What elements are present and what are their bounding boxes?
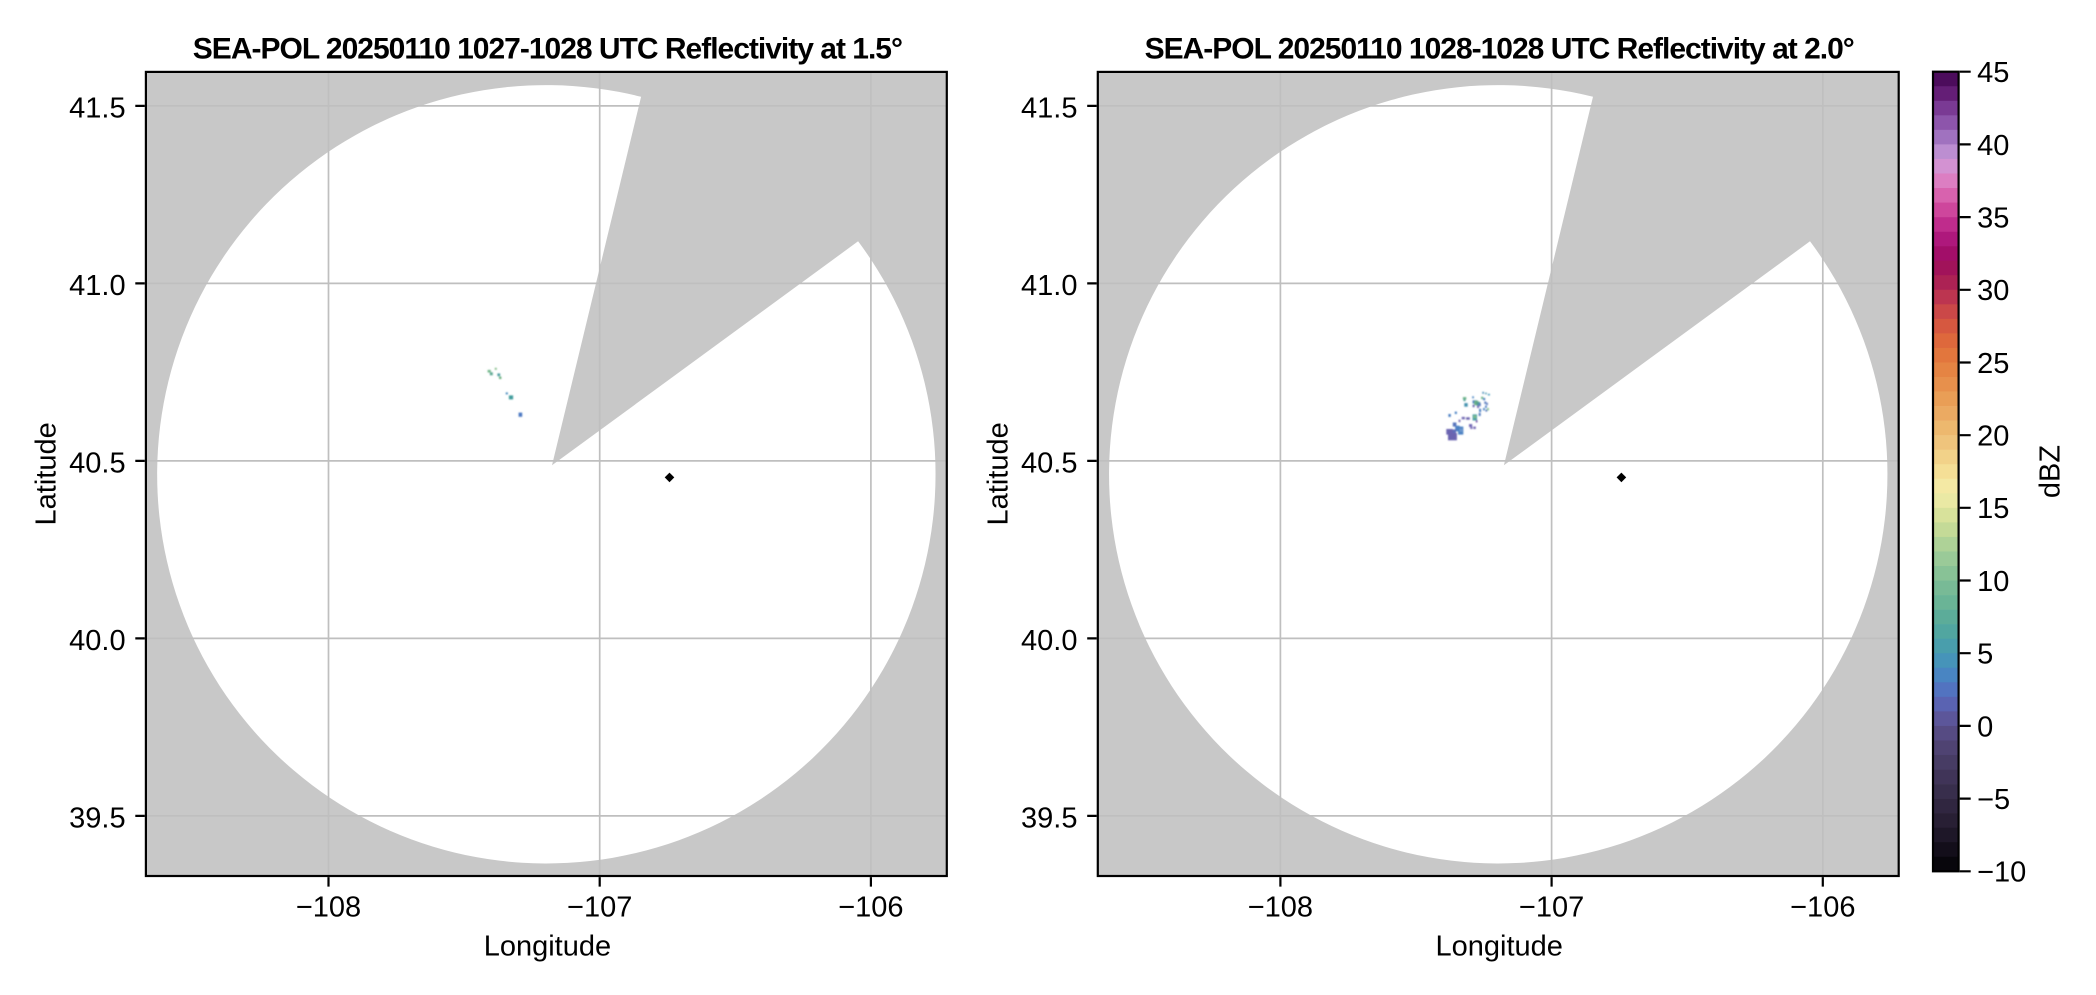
svg-text:−107: −107 [567, 891, 632, 923]
svg-text:41.5: 41.5 [1021, 92, 1077, 124]
svg-text:0: 0 [1977, 711, 1993, 743]
svg-text:Longitude: Longitude [484, 930, 611, 962]
svg-text:41.0: 41.0 [69, 270, 125, 302]
svg-text:41.5: 41.5 [69, 92, 125, 124]
svg-text:−10: −10 [1977, 857, 2026, 889]
svg-text:−108: −108 [296, 891, 361, 923]
svg-text:Latitude: Latitude [31, 422, 63, 525]
svg-text:15: 15 [1977, 493, 2009, 525]
svg-text:40.0: 40.0 [1021, 625, 1077, 657]
svg-text:45: 45 [1977, 57, 2009, 89]
svg-text:40: 40 [1977, 130, 2009, 162]
svg-text:Latitude: Latitude [983, 422, 1015, 525]
svg-text:30: 30 [1977, 275, 2009, 307]
svg-text:dBZ: dBZ [2034, 445, 2066, 498]
svg-text:−5: −5 [1977, 784, 2010, 816]
svg-text:5: 5 [1977, 639, 1993, 671]
svg-text:−108: −108 [1248, 891, 1313, 923]
svg-text:SEA-POL 20250110 1027-1028 UTC: SEA-POL 20250110 1027-1028 UTC Reflectiv… [193, 33, 902, 66]
svg-text:−106: −106 [1790, 891, 1855, 923]
svg-text:−106: −106 [838, 891, 903, 923]
svg-text:39.5: 39.5 [69, 802, 125, 834]
svg-text:41.0: 41.0 [1021, 270, 1077, 302]
svg-text:10: 10 [1977, 566, 2009, 598]
svg-text:−107: −107 [1519, 891, 1584, 923]
svg-text:Longitude: Longitude [1435, 930, 1562, 962]
svg-text:40.0: 40.0 [69, 625, 125, 657]
svg-text:40.5: 40.5 [69, 447, 125, 479]
svg-text:39.5: 39.5 [1021, 802, 1077, 834]
svg-text:25: 25 [1977, 348, 2009, 380]
svg-text:40.5: 40.5 [1021, 447, 1077, 479]
svg-text:35: 35 [1977, 203, 2009, 235]
svg-text:20: 20 [1977, 421, 2009, 453]
svg-text:SEA-POL 20250110 1028-1028 UTC: SEA-POL 20250110 1028-1028 UTC Reflectiv… [1145, 33, 1854, 66]
